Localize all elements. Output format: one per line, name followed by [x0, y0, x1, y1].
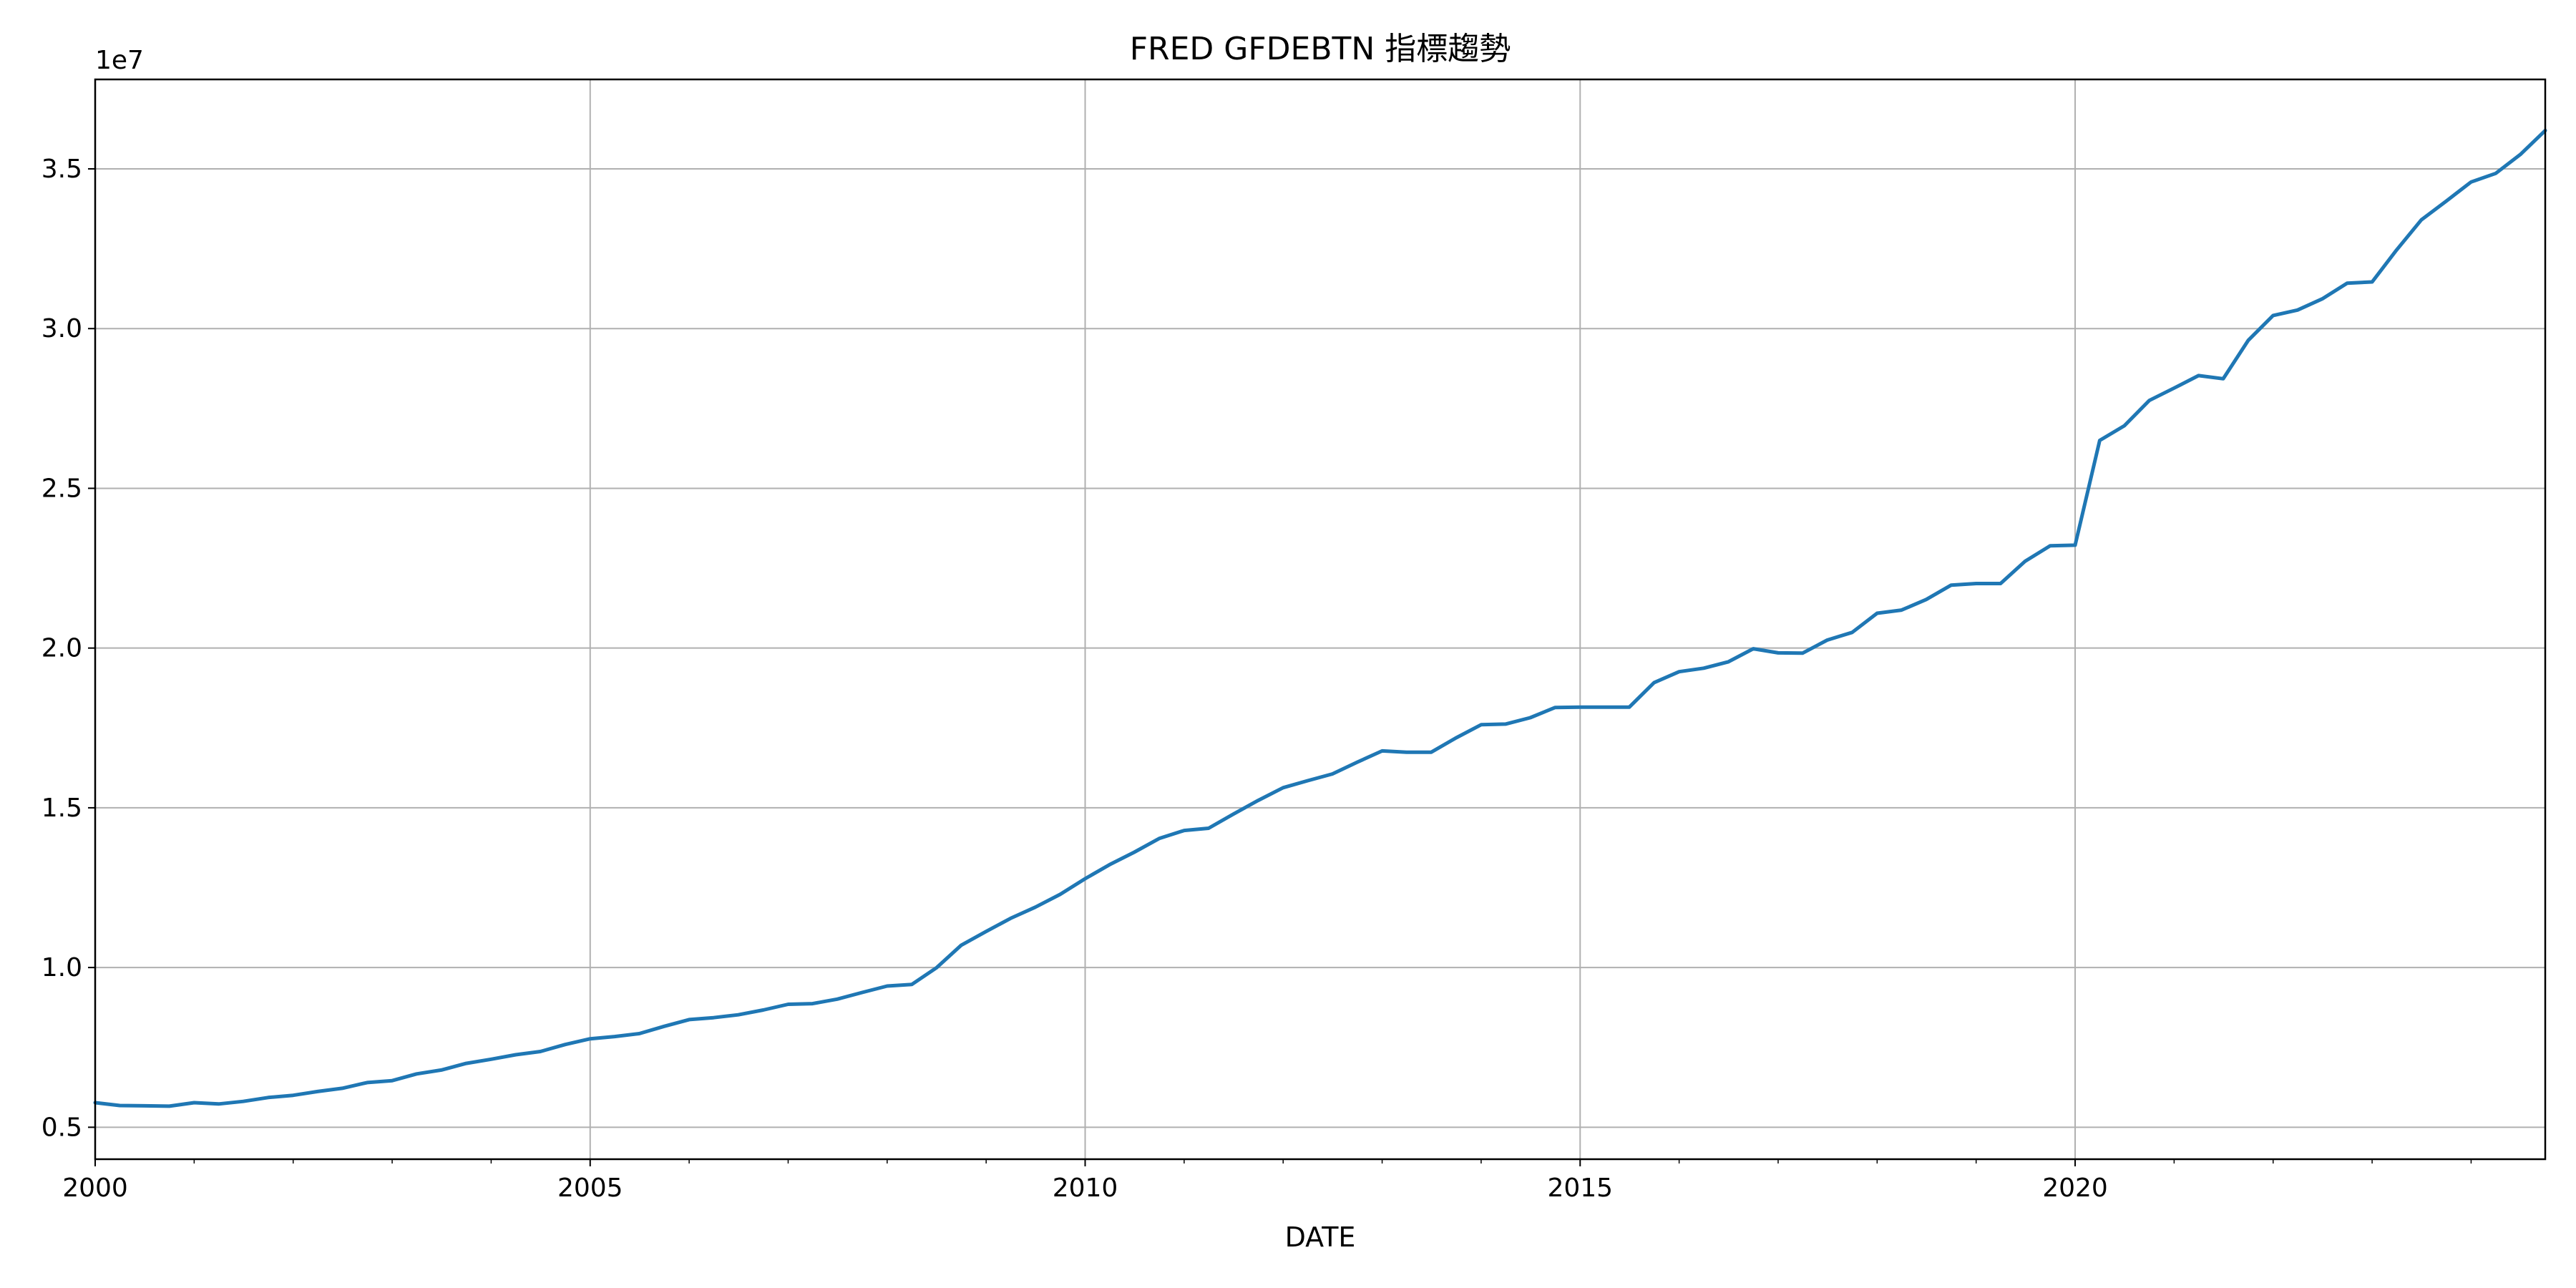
y-tick-label: 2.5 — [42, 474, 82, 503]
x-tick-label: 2010 — [1053, 1174, 1118, 1203]
chart-title: FRED GFDEBTN 指標趨勢 — [1130, 31, 1511, 67]
gfdebtn-series-line — [93, 128, 2547, 1108]
plot-area-frame — [94, 78, 2547, 1161]
y-tick-label: 3.0 — [42, 314, 82, 343]
y-tick-label: 3.5 — [42, 155, 82, 184]
y-axis-offset-label: 1e7 — [95, 46, 144, 75]
y-tick-label: 0.5 — [42, 1113, 82, 1142]
x-tick-label: 2015 — [1547, 1174, 1613, 1203]
y-tick-label: 2.0 — [42, 634, 82, 663]
y-tick-label: 1.5 — [42, 794, 82, 823]
x-tick-label: 2000 — [62, 1174, 128, 1203]
x-tick-label: 2020 — [2042, 1174, 2108, 1203]
x-axis-label: DATE — [1285, 1221, 1356, 1253]
grid-lines — [94, 79, 2545, 1159]
x-tick-label: 2005 — [557, 1174, 623, 1203]
axis-ticks: 2000 2005 2010 2015 2020 0.5 1.0 1.5 2.0 2.5 3.0 3.… — [42, 155, 2472, 1203]
y-tick-label: 1.0 — [42, 953, 82, 982]
